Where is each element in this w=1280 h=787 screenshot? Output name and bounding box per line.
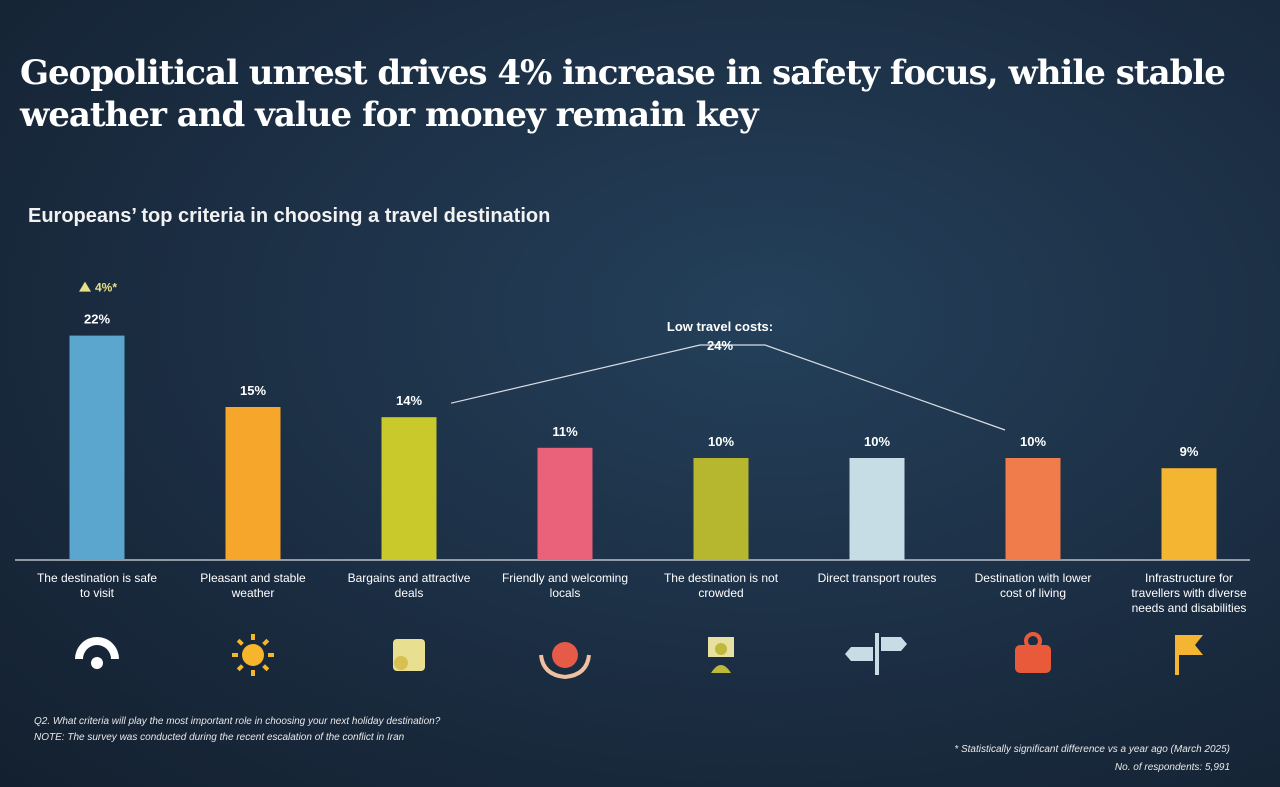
footnote-question: Q2. What criteria will play the most imp… (34, 716, 441, 727)
bar (1005, 458, 1061, 560)
group-label: Low travel costs: (667, 319, 773, 334)
data-label: 10% (864, 434, 890, 449)
category-label: Direct transport routes (818, 571, 937, 585)
category-label: Infrastructure for travellers with divers… (1131, 571, 1247, 615)
safety-icon (75, 637, 119, 669)
chart-title: Europeans’ top criteria in choosing a tr… (28, 205, 551, 227)
change-annotation: 4%* (95, 281, 117, 295)
data-label: 14% (396, 393, 422, 408)
data-label: 10% (708, 434, 734, 449)
category-label: Bargains and attractive deals (348, 571, 471, 600)
data-label: 11% (552, 424, 578, 439)
bar (69, 335, 125, 560)
category-label: The destination is safe to visit (37, 571, 157, 600)
group-value: 24% (707, 338, 733, 353)
category-label: Pleasant and stable weather (200, 571, 306, 600)
piggy-bank-icon (1015, 632, 1051, 673)
flag-icon (1175, 635, 1203, 675)
data-label: 10% (1020, 434, 1046, 449)
category-label: Destination with lower cost of living (975, 571, 1092, 600)
footnote-significance: * Statistically significant difference v… (954, 744, 1230, 755)
bar (693, 458, 749, 560)
bar (225, 407, 281, 560)
bar (849, 458, 905, 560)
footnote-note: NOTE: The survey was conducted during th… (34, 732, 405, 743)
sun-icon (232, 634, 274, 676)
bar (537, 447, 593, 560)
group-bracket (450, 344, 1006, 431)
data-label: 22% (84, 312, 110, 327)
person-icon (708, 637, 734, 673)
up-arrow-icon (79, 281, 91, 292)
wallet-icon (393, 639, 425, 671)
category-label: The destination is not crowded (664, 571, 779, 600)
footnote-respondents: No. of respondents: 5,991 (1114, 762, 1230, 773)
globe-hands-icon (539, 642, 591, 680)
bar (1161, 468, 1217, 560)
data-label: 15% (240, 383, 266, 398)
signpost-icon (845, 633, 907, 675)
category-label: Friendly and welcoming locals (502, 571, 628, 600)
bar (381, 417, 437, 560)
page-title: Geopolitical unrest drives 4% increase i… (20, 53, 1226, 135)
data-label: 9% (1180, 444, 1199, 459)
